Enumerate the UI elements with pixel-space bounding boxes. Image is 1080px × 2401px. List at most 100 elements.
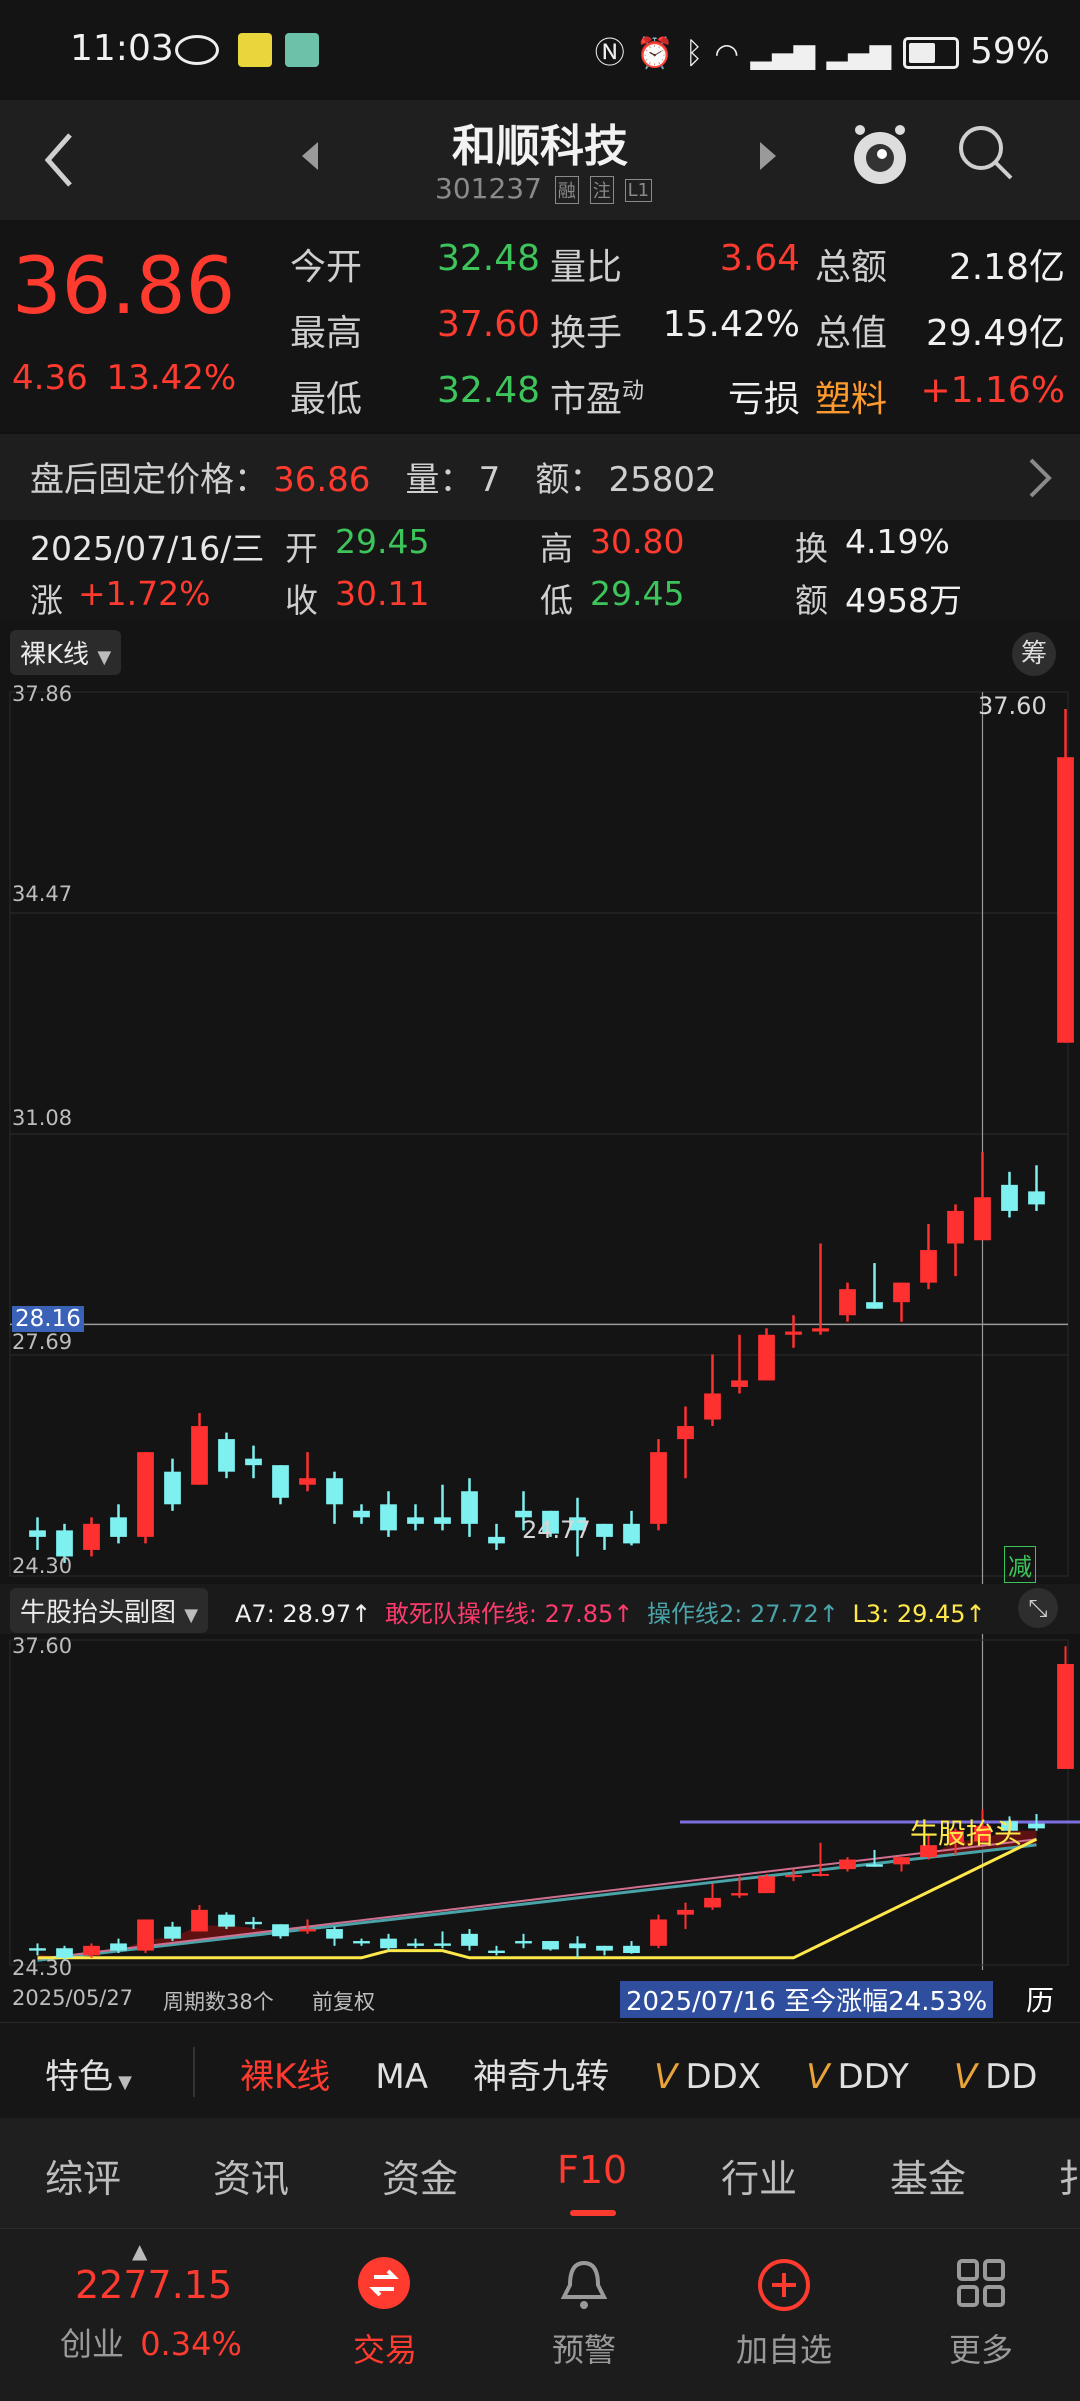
indicator-nine-turn[interactable]: 神奇九转	[473, 2057, 610, 2097]
tab-overview[interactable]: 综评	[45, 2157, 122, 2201]
sub-frame	[9, 1639, 1069, 1966]
tab-news[interactable]: 资讯	[213, 2157, 290, 2201]
stock-code-row: 301237 融 注 L1	[435, 172, 653, 205]
sub-chart-selector[interactable]: 牛股抬头副图 ▼	[10, 1588, 209, 1633]
tab-industry[interactable]: 行业	[721, 2157, 798, 2201]
nav-add-watchlist[interactable]: 加自选	[735, 2331, 832, 2369]
sub-candle-body	[839, 1859, 856, 1870]
sub-candle-body	[623, 1945, 640, 1954]
candle-body	[461, 1491, 478, 1524]
candle-body	[1001, 1184, 1018, 1211]
candle-body	[29, 1530, 46, 1537]
next-stock-icon[interactable]	[756, 138, 780, 174]
candle-body	[812, 1328, 829, 1332]
history-button[interactable]: 历	[1026, 1984, 1055, 2017]
max-price-label: 37.60	[978, 692, 1047, 720]
indicator-ddy[interactable]: DDY	[837, 2057, 909, 2097]
nav-alert[interactable]: 预警	[551, 2331, 616, 2369]
expand-up-icon[interactable]: ▲	[132, 2239, 148, 2263]
nfc-icon: Ⓝ	[594, 36, 625, 71]
day-amt-label: 额	[795, 581, 828, 620]
market-cap-label: 总值	[815, 313, 888, 354]
sub-y-top: 37.60	[12, 1634, 73, 1658]
dropdown-icon: ▼	[184, 1605, 199, 1626]
sub-candle-body	[596, 1945, 613, 1951]
sub-legend: A7: 28.97↑ 敢死队操作线: 27.85↑ 操作线2: 27.72↑ L…	[235, 1594, 986, 1629]
kline-chart-area[interactable]: 裸K线 ▼ 筹 37.86 34.47 31.08 27.69 24.30 28…	[0, 620, 1080, 2020]
back-icon[interactable]	[40, 130, 80, 190]
indicator-dd[interactable]: DD	[985, 2057, 1038, 2097]
candle-body	[326, 1478, 343, 1505]
indicator-ddx[interactable]: DDX	[685, 2057, 762, 2097]
trade-icon[interactable]	[358, 2257, 410, 2309]
sub-candle-body	[407, 1943, 424, 1946]
grid-menu-icon[interactable]	[955, 2257, 1007, 2309]
candle-body	[83, 1523, 100, 1550]
kline-type-selector[interactable]: 裸K线 ▼	[10, 630, 122, 675]
day-high: 30.80	[590, 522, 685, 561]
open-label: 今开	[290, 247, 363, 288]
stock-code: 301237	[435, 172, 542, 205]
indicator-ma[interactable]: MA	[375, 2057, 428, 2097]
candle-body	[218, 1439, 235, 1472]
info-tabs: 综评 资讯 资金 F10 行业 基金 扌	[0, 2118, 1080, 2230]
sub-candle-body	[974, 1825, 991, 1842]
legend-opline2: 操作线2: 27.72↑	[647, 1600, 839, 1628]
candle-body	[704, 1393, 721, 1420]
sub-candle-body	[1001, 1821, 1018, 1831]
day-chg-label: 涨	[30, 581, 63, 620]
expand-icon[interactable]: ⤡	[1018, 1588, 1058, 1628]
after-hours-vol-label: 量：	[405, 460, 474, 500]
market-cap-value: 29.49亿	[925, 313, 1065, 354]
nav-trade[interactable]: 交易	[352, 2331, 417, 2369]
candle-body	[434, 1517, 451, 1524]
bell-icon[interactable]	[558, 2257, 610, 2313]
day-date: 2025/07/16/三	[30, 529, 265, 568]
battery-icon	[902, 37, 959, 69]
candle-body	[164, 1471, 181, 1505]
turnover-amount-label: 总额	[815, 247, 888, 288]
tag-registration: 注	[589, 176, 614, 204]
sub-candle-body	[650, 1919, 667, 1946]
divider	[193, 2047, 195, 2097]
pe-label: 市盈动	[550, 379, 645, 420]
prev-stock-icon[interactable]	[298, 138, 322, 174]
tab-fund[interactable]: 基金	[890, 2157, 967, 2201]
sub-candle-body	[812, 1873, 829, 1876]
range-change-label: 2025/07/16 至今涨幅24.53%	[620, 1981, 994, 2018]
signal-icon: ▂▄▆	[750, 37, 816, 70]
indicator-kline[interactable]: 裸K线	[240, 2057, 331, 2097]
tab-more[interactable]: 扌	[1058, 2157, 1080, 2201]
chevron-right-icon[interactable]	[1025, 456, 1055, 500]
tab-f10[interactable]: F10	[557, 2148, 628, 2192]
reduce-badge[interactable]: 减	[1004, 1546, 1036, 1583]
vol-ratio-value: 3.64	[719, 238, 800, 279]
add-watchlist-icon[interactable]	[756, 2257, 812, 2313]
dropdown-icon: ▼	[97, 647, 112, 668]
after-hours-bar[interactable]: 盘后固定价格： 36.86 量： 7 额： 25802	[0, 432, 1080, 522]
special-selector[interactable]: 特色 ▼	[45, 2049, 132, 2098]
search-icon[interactable]	[955, 122, 1017, 184]
industry-label[interactable]: 塑料	[815, 379, 888, 420]
industry-change: +1.16%	[920, 370, 1065, 411]
sub-candle-body	[785, 1875, 802, 1878]
mascot-icon[interactable]	[848, 120, 912, 190]
chip-distribution-button[interactable]: 筹	[1012, 632, 1056, 676]
candle-body	[866, 1302, 883, 1309]
indicator-list: 裸K线 MA 神奇九转 V DDX V DDY V DD	[240, 2057, 1038, 2097]
sub-candle-body	[434, 1943, 451, 1946]
low-label: 最低	[290, 379, 363, 420]
sub-candle-body	[515, 1941, 532, 1944]
after-hours-info: 盘后固定价格： 36.86 量： 7 额： 25802	[30, 452, 717, 501]
index-info: 创业 0.34%	[60, 2319, 242, 2365]
day-low-label: 低	[540, 581, 573, 620]
stock-name: 和顺科技	[452, 121, 628, 172]
crosshair-price-label: 28.16	[12, 1306, 84, 1332]
candle-body	[758, 1334, 775, 1381]
nav-more[interactable]: 更多	[948, 2331, 1013, 2369]
tab-funds[interactable]: 资金	[382, 2157, 459, 2201]
app-notification-icon	[238, 33, 273, 67]
index-value[interactable]: 2277.15	[75, 2263, 233, 2307]
chart-adjust-mode[interactable]: 前复权	[312, 1990, 375, 2014]
day-open-label: 开	[285, 529, 318, 568]
